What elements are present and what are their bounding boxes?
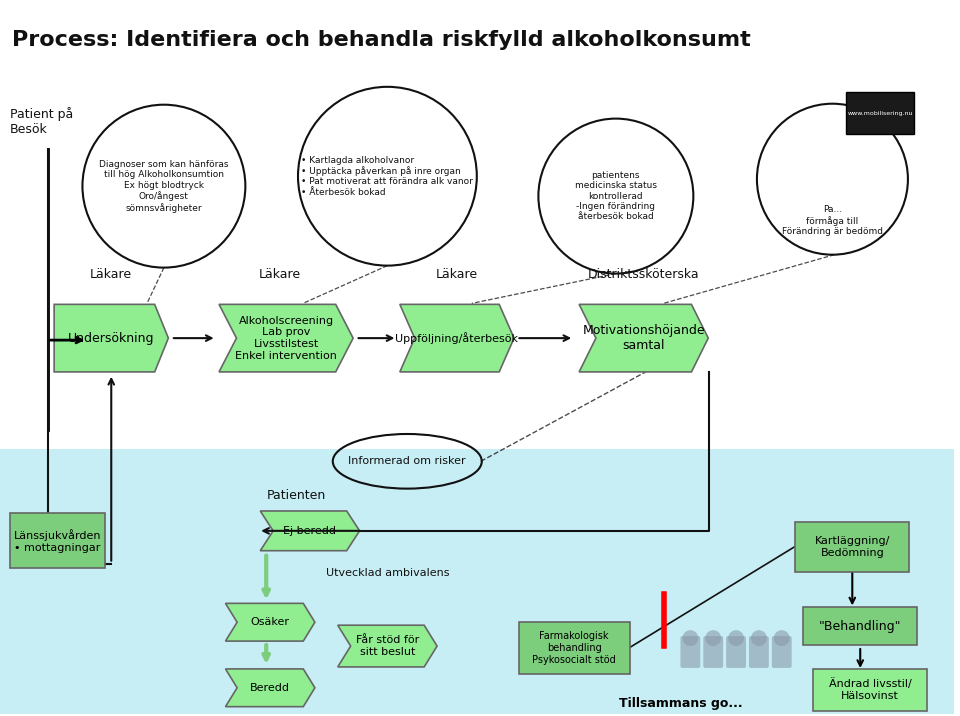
Text: Alkoholscreening
Lab prov
Livsstilstest
Enkel intervention: Alkoholscreening Lab prov Livsstilstest … xyxy=(235,316,337,361)
Text: Ej beredd: Ej beredd xyxy=(283,526,336,536)
FancyBboxPatch shape xyxy=(749,636,769,668)
Text: Ändrad livsstil/
Hälsovinst: Ändrad livsstil/ Hälsovinst xyxy=(828,679,912,701)
FancyBboxPatch shape xyxy=(681,636,700,668)
Text: Länssjukvården
• mottagningar: Länssjukvården • mottagningar xyxy=(13,529,102,553)
Text: Läkare: Läkare xyxy=(259,268,301,281)
Circle shape xyxy=(728,630,744,646)
Text: Tillsammans go...: Tillsammans go... xyxy=(618,697,742,710)
FancyBboxPatch shape xyxy=(0,450,953,714)
Text: Diagnoser som kan hänföras
till hög Alkoholkonsumtion
Ex högt blodtryck
Oro/ånge: Diagnoser som kan hänföras till hög Alko… xyxy=(99,160,228,213)
Text: Patient på
Besök: Patient på Besök xyxy=(10,107,73,135)
Text: Kartläggning/
Bedömning: Kartläggning/ Bedömning xyxy=(815,536,890,558)
FancyBboxPatch shape xyxy=(804,607,918,645)
Text: Motivationshöjande
samtal: Motivationshöjande samtal xyxy=(583,324,705,352)
Text: Patienten: Patienten xyxy=(266,488,325,502)
FancyBboxPatch shape xyxy=(772,636,792,668)
Text: Uppföljning/återbesök: Uppföljning/återbesök xyxy=(396,332,518,344)
Circle shape xyxy=(683,630,698,646)
Text: Osäker: Osäker xyxy=(251,617,290,627)
FancyBboxPatch shape xyxy=(704,636,723,668)
Text: Undersökning: Undersökning xyxy=(68,332,155,344)
Text: Utvecklad ambivalens: Utvecklad ambivalens xyxy=(325,568,449,578)
Circle shape xyxy=(706,630,721,646)
Text: patientens
medicinska status
kontrollerad
-Ingen förändring
återbesök bokad: patientens medicinska status kontrollera… xyxy=(575,171,657,221)
Polygon shape xyxy=(226,604,315,641)
Text: Får stöd för
sitt beslut: Får stöd för sitt beslut xyxy=(356,635,419,657)
Text: Beredd: Beredd xyxy=(251,683,290,693)
Text: Distriktssköterska: Distriktssköterska xyxy=(588,268,700,281)
Circle shape xyxy=(774,630,790,646)
Text: Pa...
förmåga till
Förändring är bedömd: Pa... förmåga till Förändring är bedömd xyxy=(782,205,883,236)
Text: Process: Identifiera och behandla riskfylld alkoholkonsumt: Process: Identifiera och behandla riskfy… xyxy=(12,30,751,50)
Text: Läkare: Läkare xyxy=(90,268,132,281)
Polygon shape xyxy=(579,304,708,372)
Polygon shape xyxy=(226,669,315,707)
FancyBboxPatch shape xyxy=(726,636,746,668)
FancyBboxPatch shape xyxy=(813,669,927,711)
Polygon shape xyxy=(219,304,353,372)
FancyBboxPatch shape xyxy=(518,622,630,674)
Polygon shape xyxy=(260,511,360,551)
Text: www.mobilisering.nu: www.mobilisering.nu xyxy=(848,111,913,116)
Text: Informerad om risker: Informerad om risker xyxy=(348,456,467,466)
Text: • Kartlagda alkoholvanor
• Upptäcka påverkan på inre organ
• Pat motiverat att f: • Kartlagda alkoholvanor • Upptäcka påve… xyxy=(301,155,473,197)
Text: Farmakologisk
behandling
Psykosocialt stöd: Farmakologisk behandling Psykosocialt st… xyxy=(532,632,616,664)
Polygon shape xyxy=(399,304,514,372)
FancyBboxPatch shape xyxy=(847,92,914,133)
Text: Läkare: Läkare xyxy=(436,268,478,281)
Text: "Behandling": "Behandling" xyxy=(819,620,901,633)
Polygon shape xyxy=(54,304,168,372)
Polygon shape xyxy=(338,625,437,667)
FancyBboxPatch shape xyxy=(11,513,105,568)
Circle shape xyxy=(751,630,767,646)
FancyBboxPatch shape xyxy=(795,522,909,571)
